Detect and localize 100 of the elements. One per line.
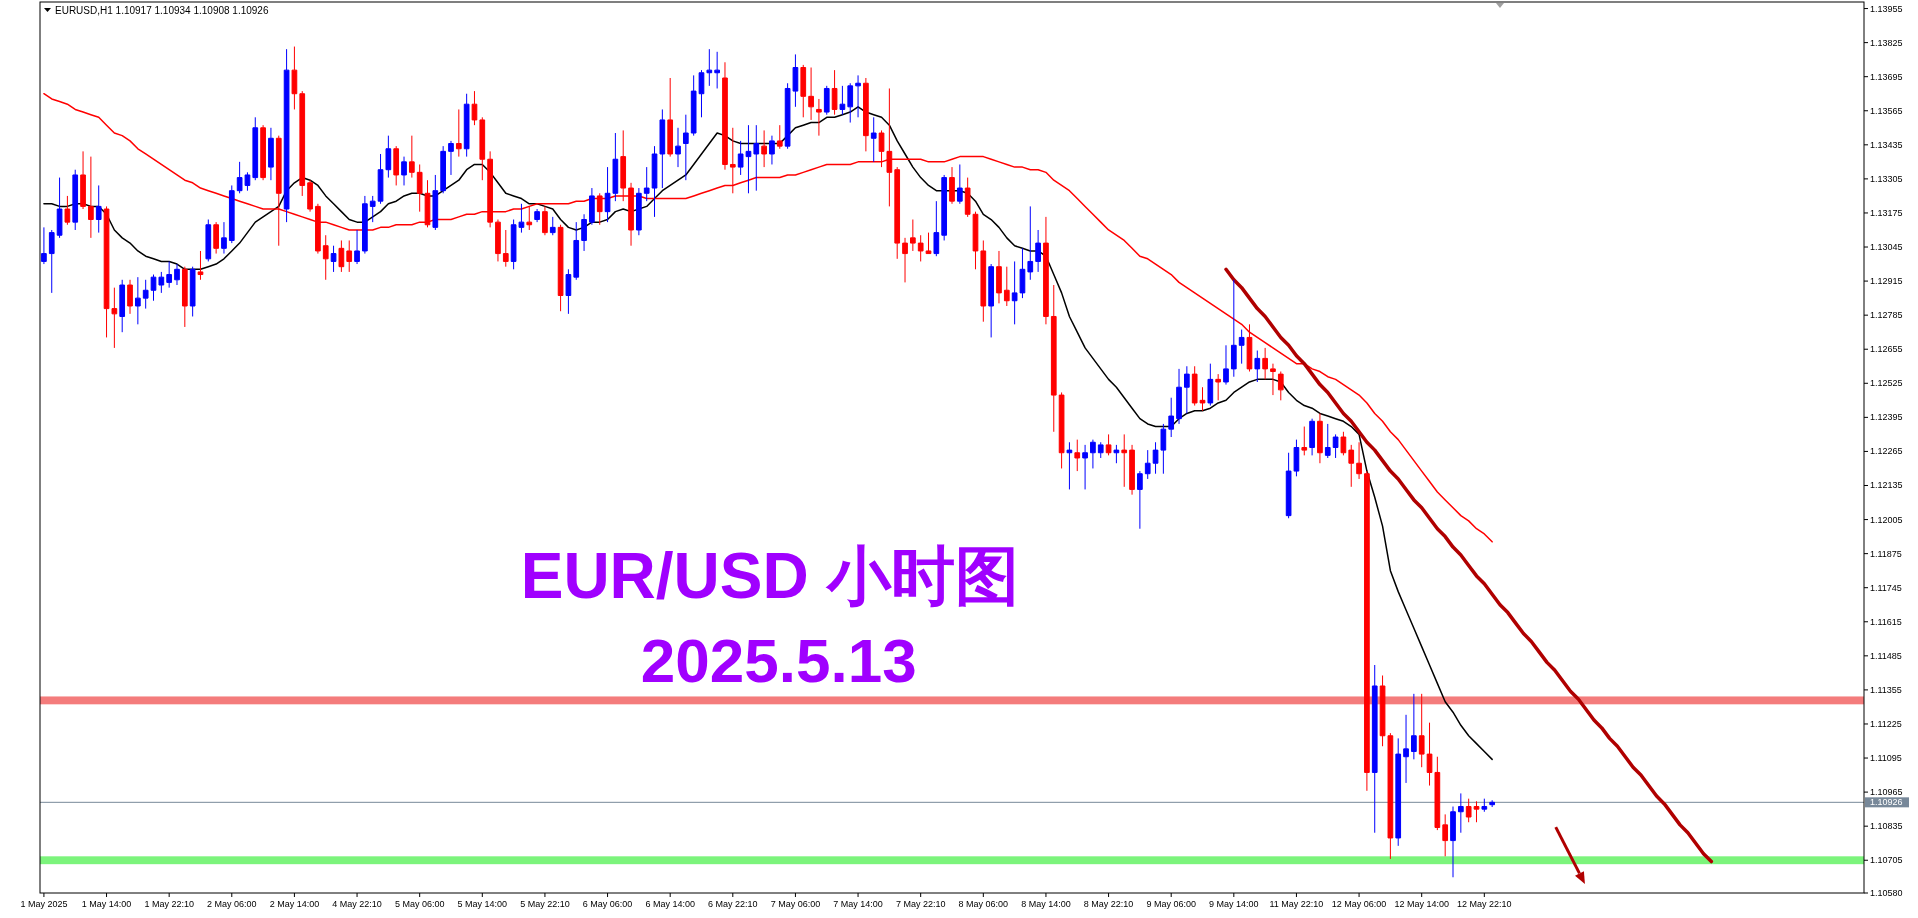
candlestick — [643, 166, 650, 202]
candlestick — [495, 219, 501, 262]
y-tick-label: 1.13045 — [1870, 242, 1903, 253]
candlestick — [64, 195, 71, 226]
candlestick — [260, 124, 266, 181]
candlestick — [440, 145, 447, 194]
candlestick — [315, 203, 321, 255]
x-tick-label: 6 May 14:00 — [645, 899, 695, 909]
text: 2025.5.13 — [640, 625, 917, 695]
candlestick — [1003, 266, 1010, 307]
y-tick-label: 1.11095 — [1870, 753, 1902, 764]
candlestick — [925, 232, 932, 255]
x-tick-label: 8 May 22:10 — [1083, 899, 1134, 909]
candlestick — [729, 127, 736, 194]
candlestick — [917, 234, 924, 262]
candlestick — [369, 195, 376, 223]
y-tick-label: 1.13305 — [1870, 173, 1903, 184]
candlestick — [88, 156, 94, 239]
candlestick — [549, 216, 556, 236]
candlestick — [808, 67, 814, 121]
candlestick — [283, 48, 290, 223]
candlestick — [870, 116, 877, 163]
y-tick-label: 1.13565 — [1870, 105, 1903, 116]
candlestick — [1481, 798, 1488, 813]
candlestick — [894, 166, 901, 260]
candlestick — [1097, 441, 1104, 459]
candlestick — [354, 229, 360, 265]
x-tick-label: 8 May 06:00 — [958, 899, 1009, 909]
candlestick — [48, 229, 55, 294]
candlestick — [166, 260, 173, 289]
candlestick — [1254, 350, 1261, 383]
x-tick-label: 6 May 22:10 — [708, 899, 758, 909]
y-tick-label: 1.10705 — [1870, 855, 1903, 866]
y-tick-label: 1.12005 — [1870, 514, 1903, 525]
candlestick — [620, 129, 627, 202]
candlestick — [1105, 433, 1112, 456]
x-tick-label: 5 May 22:10 — [520, 899, 570, 909]
candlestick — [581, 213, 587, 252]
candlestick — [95, 184, 102, 234]
candlestick — [1418, 693, 1425, 768]
text: EUR/USD 小时图 — [520, 540, 1019, 613]
candlestick — [1317, 412, 1323, 464]
candlestick — [1246, 323, 1253, 372]
y-tick-label: 1.10835 — [1870, 821, 1903, 832]
candlestick — [902, 237, 908, 283]
candlestick — [221, 221, 227, 255]
y-tick-label: 1.10580 — [1870, 888, 1903, 898]
y-tick-label: 1.10965 — [1870, 787, 1903, 798]
y-tick-label: 1.12655 — [1870, 344, 1903, 355]
candlestick — [847, 82, 854, 124]
candlestick — [213, 221, 219, 255]
y-tick-label: 1.11355 — [1870, 684, 1902, 695]
candlestick — [432, 174, 439, 231]
candlestick — [409, 135, 415, 179]
x-tick-label: 9 May 06:00 — [1146, 899, 1196, 909]
candlestick — [471, 90, 478, 126]
x-tick-label: 2 May 14:00 — [269, 899, 320, 909]
candlestick — [455, 108, 462, 158]
candlestick — [1450, 806, 1456, 878]
candlestick — [416, 163, 423, 213]
x-tick-label: 11 May 22:10 — [1269, 899, 1324, 909]
candlestick — [1457, 792, 1464, 834]
candlestick — [1309, 418, 1315, 456]
x-tick-label: 9 May 14:00 — [1209, 899, 1259, 909]
candlestick — [823, 85, 830, 116]
candlestick — [1270, 363, 1276, 396]
candlestick — [322, 234, 329, 281]
candlestick — [1176, 368, 1182, 425]
candlestick — [1043, 216, 1049, 325]
y-tick-label: 1.12915 — [1870, 276, 1903, 287]
candlestick — [401, 156, 407, 186]
line-series — [43, 92, 1493, 543]
y-tick-label: 1.13695 — [1870, 71, 1903, 82]
x-tick-label: 7 May 22:10 — [895, 899, 946, 909]
candlestick — [1215, 373, 1222, 401]
y-tick-label: 1.11485 — [1870, 650, 1902, 661]
candlestick — [1238, 329, 1245, 365]
candlestick — [307, 179, 313, 213]
candlestick — [1066, 441, 1073, 490]
candlestick — [542, 205, 548, 236]
candlestick — [1168, 397, 1175, 438]
y-tick-label: 1.13435 — [1870, 139, 1903, 150]
candlestick — [502, 229, 509, 268]
x-tick-label: 12 May 14:00 — [1394, 899, 1449, 909]
y-tick-label: 1.12265 — [1870, 446, 1903, 457]
candlestick — [949, 166, 955, 205]
candlestick — [1340, 431, 1347, 456]
line-series — [1224, 267, 1714, 864]
y-tick-label: 1.11615 — [1870, 616, 1902, 627]
candlestick — [1058, 391, 1065, 469]
x-tick-label: 1 May 14:00 — [81, 899, 132, 909]
candlestick — [1262, 347, 1268, 380]
y-tick-label: 1.12785 — [1870, 310, 1903, 321]
candlestick — [291, 46, 298, 110]
annotation: EURUSD,H1 1.10917 1.10934 1.10908 1.10926 — [55, 5, 269, 16]
candlestick — [56, 177, 63, 239]
x-tick-label: 7 May 14:00 — [833, 899, 883, 909]
candlestick — [933, 200, 940, 257]
candlestick — [1184, 365, 1190, 414]
candlestick — [1050, 284, 1057, 433]
